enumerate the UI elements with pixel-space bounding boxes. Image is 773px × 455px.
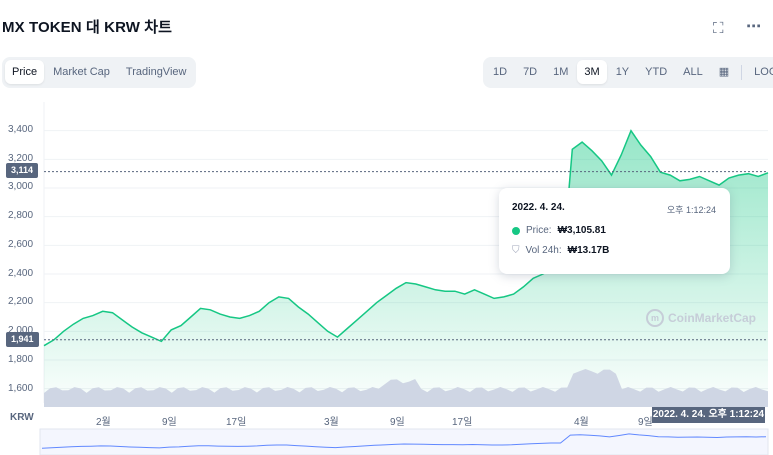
tooltip-volume-label: Vol 24h:	[525, 245, 562, 256]
y-tick-label: 1,600	[8, 383, 34, 394]
current-price-badge: 3,114	[6, 163, 39, 178]
calendar-icon[interactable]: ▦	[718, 66, 730, 78]
y-tick-label: 1,800	[8, 354, 34, 365]
y-tick-label: 3,400	[8, 124, 34, 135]
x-tick-label: 9일	[162, 417, 177, 428]
navigator-line	[41, 433, 767, 449]
volume-shield-icon: ⛉	[512, 245, 520, 256]
volume-area	[44, 369, 768, 407]
range-1y[interactable]: 1Y	[615, 66, 630, 78]
range-tabs: 1D 7D 1M 3M 1Y YTD ALL ▦ LOG	[483, 57, 773, 88]
x-tick-label: 9일	[638, 417, 653, 428]
range-ytd[interactable]: YTD	[645, 66, 668, 78]
y-tick-label: 2,000	[8, 325, 34, 336]
low-price-badge: 1,941	[6, 332, 39, 347]
tab-tradingview[interactable]: TradingView	[125, 66, 187, 78]
y-tick-label: 2,600	[8, 239, 34, 250]
price-dot-icon	[512, 226, 520, 235]
range-navigator	[39, 428, 769, 455]
coinmarketcap-logo-icon: m	[646, 309, 664, 327]
y-tick-label: 3,000	[8, 181, 34, 192]
more-icon[interactable]: ⋯	[746, 18, 761, 35]
tooltip-time: 오후 1:12:24	[666, 205, 716, 215]
page-title: MX TOKEN 대 KRW 차트	[2, 19, 173, 36]
y-tick-label: 3,200	[8, 153, 34, 164]
y-tick-label: 2,200	[8, 296, 34, 307]
tooltip-price-row: Price: ₩3,105.81	[512, 225, 606, 236]
range-3m[interactable]: 3M	[577, 60, 607, 84]
tooltip-price-label: Price:	[526, 225, 552, 236]
x-tick-label: 17일	[226, 417, 247, 428]
chart-type-tabs: Price Market Cap TradingView	[2, 57, 197, 88]
price-line	[43, 129, 769, 347]
expand-icon[interactable]: ⛶	[713, 20, 724, 37]
tab-price[interactable]: Price	[5, 60, 45, 84]
watermark-text: CoinMarketCap	[668, 311, 757, 325]
watermark: m CoinMarketCap	[646, 309, 756, 327]
chart-tooltip: 2022. 4. 24. 오후 1:12:24 Price: ₩3,105.81…	[499, 188, 730, 274]
tooltip-date: 2022. 4. 24.	[512, 202, 565, 213]
tab-market-cap[interactable]: Market Cap	[53, 66, 110, 78]
x-tick-label: 4월	[574, 417, 589, 428]
cursor-date-badge: 2022. 4. 24. 오후 1:12:24	[652, 407, 765, 423]
x-tick-label: 17일	[452, 417, 473, 428]
range-1m[interactable]: 1M	[553, 66, 569, 78]
y-tick-label: 2,400	[8, 268, 34, 279]
x-tick-label: 2월	[96, 417, 111, 428]
x-axis-unit: KRW	[10, 412, 34, 423]
tooltip-volume-row: ⛉ Vol 24h: ₩13.17B	[512, 245, 609, 256]
y-tick-label: 2,800	[8, 210, 34, 221]
x-tick-label: 9일	[390, 417, 405, 428]
range-7d[interactable]: 7D	[523, 66, 538, 78]
log-toggle[interactable]: LOG	[754, 66, 773, 78]
x-tick-label: 3월	[324, 417, 339, 428]
divider	[741, 65, 743, 80]
tooltip-price-value: ₩3,105.81	[557, 225, 606, 236]
range-all[interactable]: ALL	[683, 66, 703, 78]
tooltip-volume-value: ₩13.17B	[567, 245, 610, 256]
range-1d[interactable]: 1D	[493, 66, 508, 78]
